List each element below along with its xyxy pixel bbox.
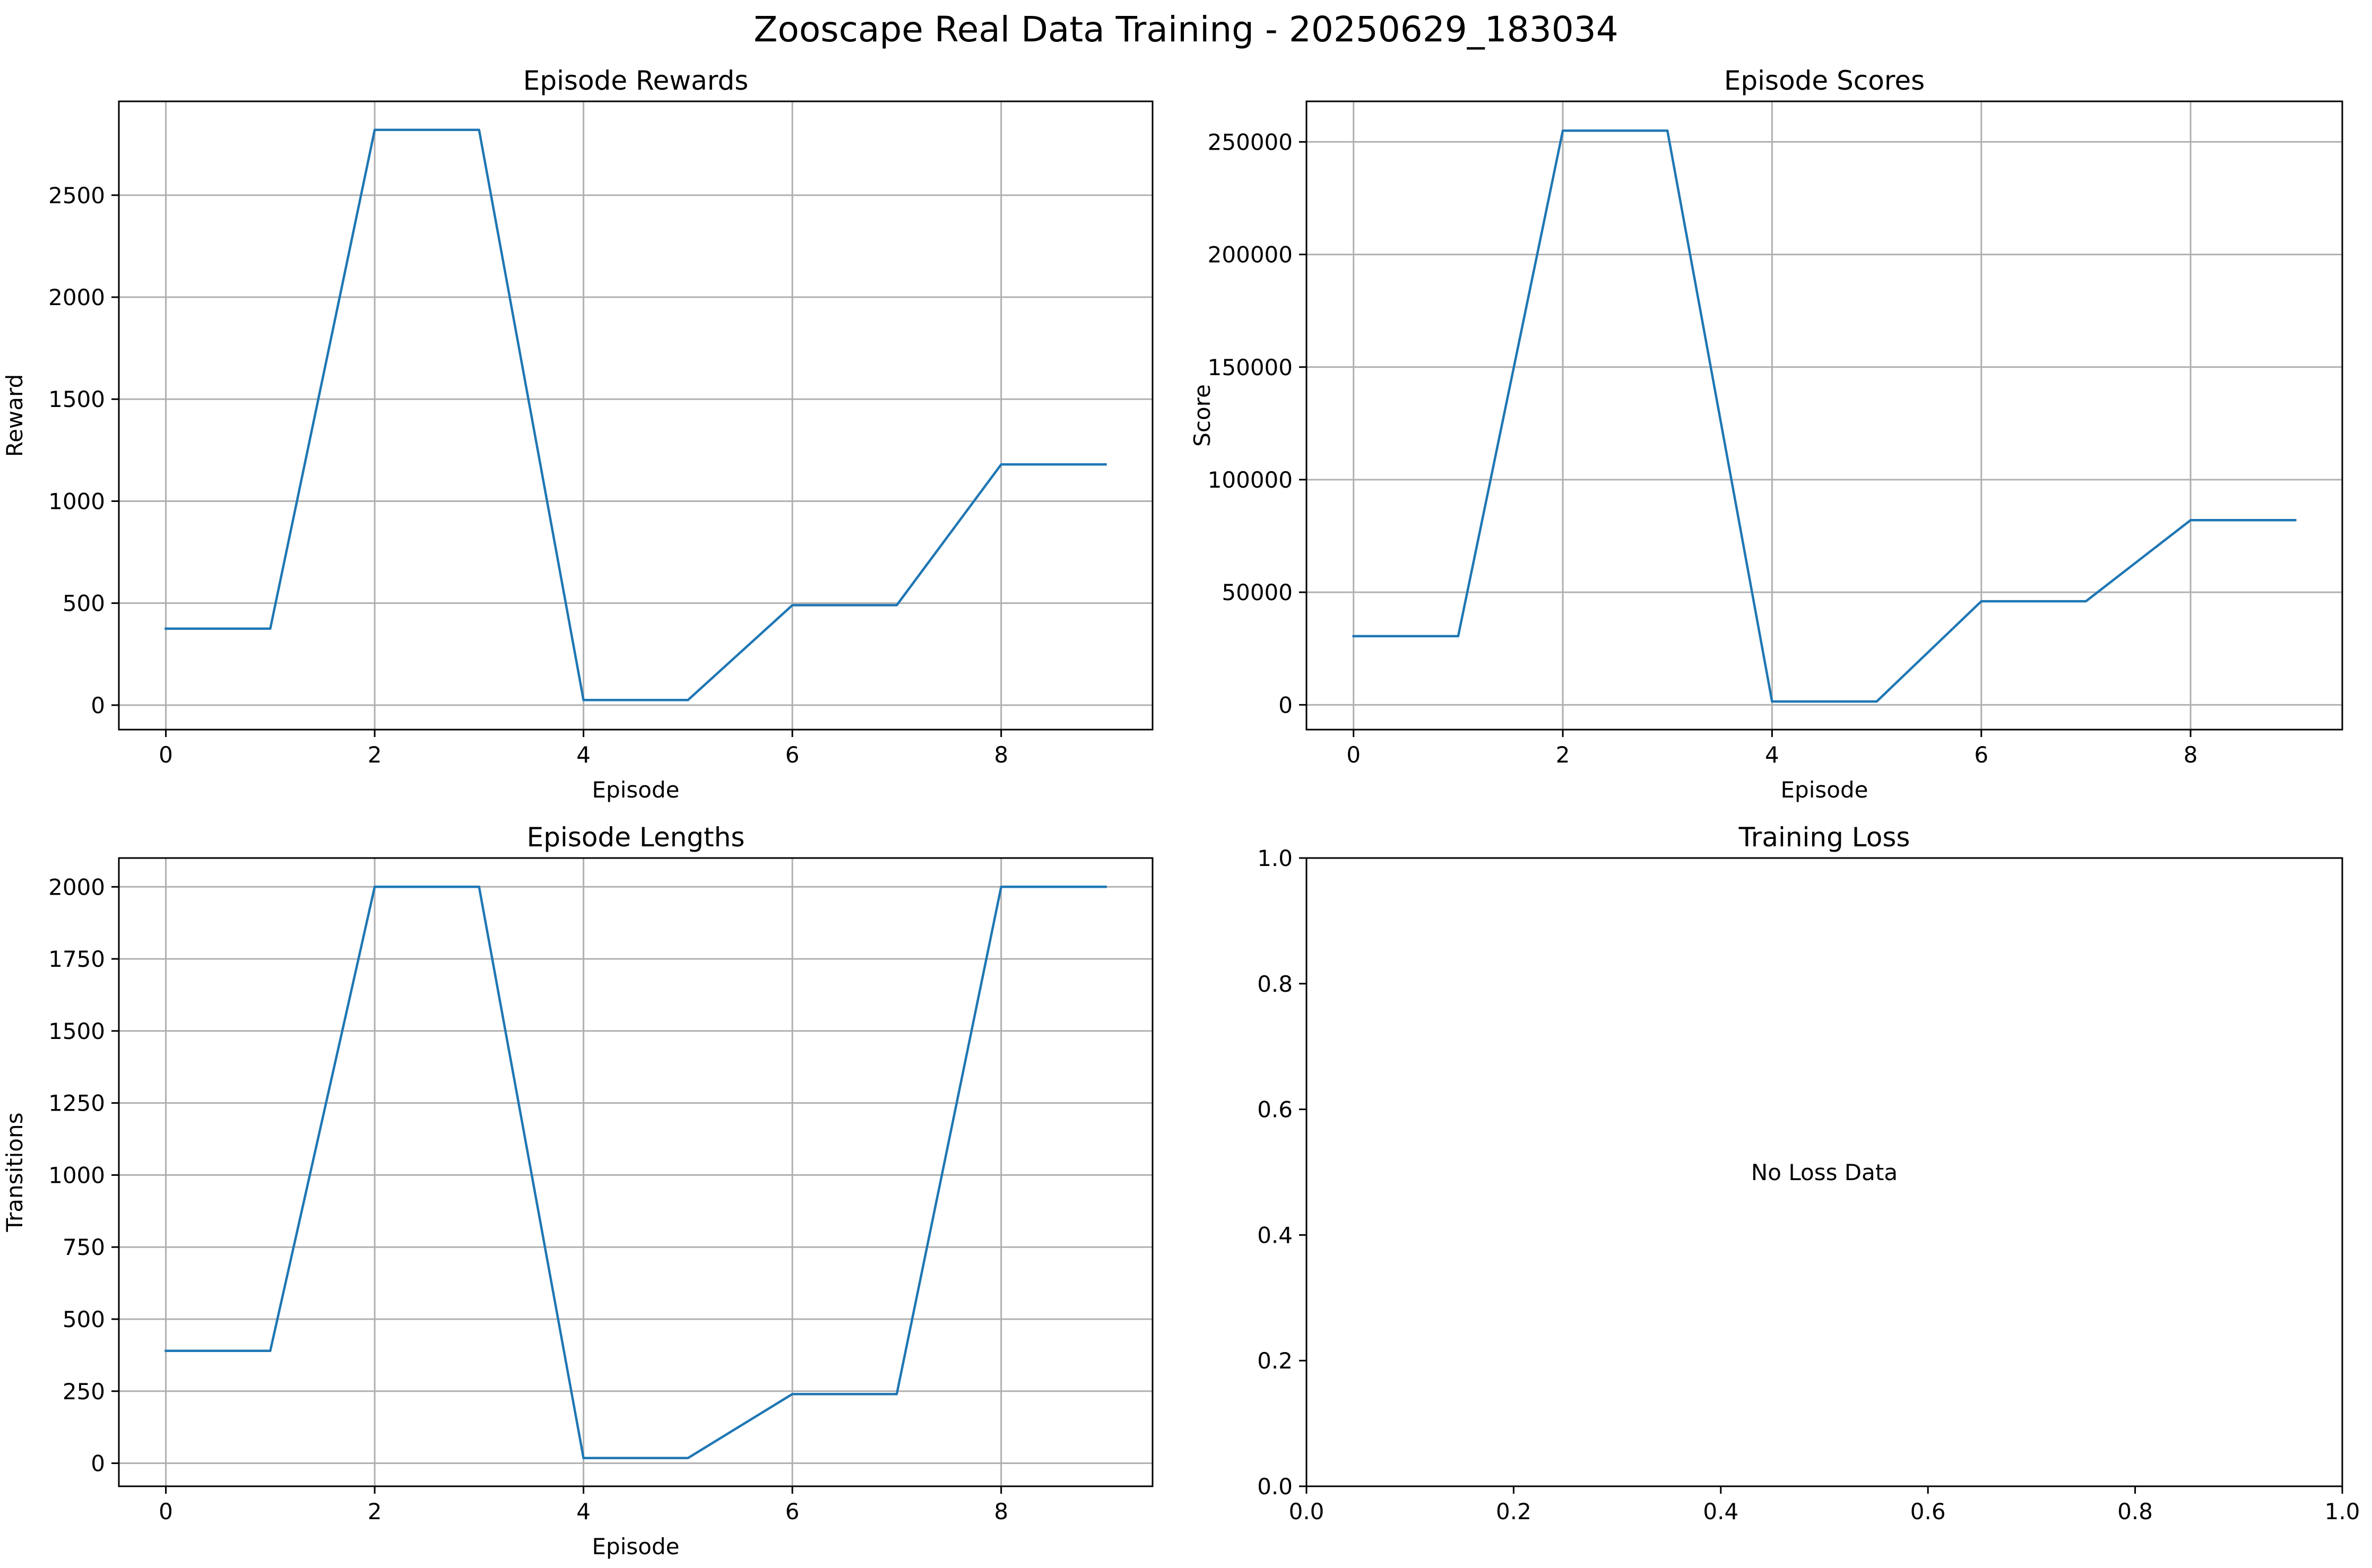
x-tick-label: 0.4 xyxy=(1703,1498,1738,1524)
y-tick-label: 1750 xyxy=(48,946,105,972)
figure-suptitle: Zooscape Real Data Training - 20250629_1… xyxy=(754,9,1618,50)
y-tick-label: 0.2 xyxy=(1257,1348,1293,1374)
x-tick-label: 8 xyxy=(2184,742,2198,768)
y-tick-label: 200000 xyxy=(1208,242,1293,268)
x-axis-label: Episode xyxy=(592,777,680,803)
axes-frame xyxy=(118,857,1154,1487)
y-axis-label: Transitions xyxy=(2,1113,28,1233)
x-tick-label: 4 xyxy=(1765,742,1779,768)
x-tick-label: 8 xyxy=(994,1498,1008,1524)
y-tick-label: 250 xyxy=(63,1379,105,1405)
x-tick-label: 0.8 xyxy=(2117,1498,2153,1524)
x-tick-label: 8 xyxy=(994,742,1008,768)
x-tick-label: 6 xyxy=(785,742,800,768)
y-tick-label: 1250 xyxy=(48,1090,105,1116)
y-tick-label: 2000 xyxy=(48,874,105,900)
y-tick-label: 250000 xyxy=(1208,129,1293,155)
y-tick-label: 2000 xyxy=(48,284,105,310)
y-tick-label: 0 xyxy=(91,1451,105,1477)
series-line-1 xyxy=(165,886,1107,1460)
y-tick-label: 1500 xyxy=(48,1018,105,1044)
x-tick-label: 4 xyxy=(576,742,591,768)
series-line-1 xyxy=(1352,129,2297,703)
x-tick-label: 0 xyxy=(159,1498,173,1524)
subplot-2: 0 2 4 6 8 0 50000 100000 150000 200000 250000 Episo… xyxy=(1189,65,2343,803)
x-axis-label: Episode xyxy=(592,1534,680,1560)
x-tick-label: 0.2 xyxy=(1496,1498,1531,1524)
subplot-1: 0 2 4 6 8 0 500 1000 1500 2000 2500 Episode Rewards… xyxy=(2,65,1154,803)
y-tick-label: 100000 xyxy=(1208,467,1293,493)
y-tick-label: 0.0 xyxy=(1257,1474,1293,1500)
y-tick-label: 0 xyxy=(91,692,105,718)
y-axis-label: Score xyxy=(1189,384,1215,447)
axes-frame xyxy=(1305,100,2343,731)
subplot-title: Episode Rewards xyxy=(523,65,749,96)
axes-frame xyxy=(1305,857,2343,1487)
y-tick-label: 0 xyxy=(1278,692,1293,718)
y-tick-label: 1.0 xyxy=(1257,845,1293,871)
subplot-4: 0.0 0.2 0.4 0.6 0.8 1.0 0.0 0.2 0.4 0.6 0.8 1.0 Trai… xyxy=(1257,822,2360,1524)
y-tick-label: 1000 xyxy=(48,488,105,514)
subplot-title: Episode Lengths xyxy=(527,822,745,853)
subplot-title: Training Loss xyxy=(1738,822,1910,853)
axes-frame xyxy=(118,100,1154,731)
x-tick-label: 0.6 xyxy=(1910,1498,1946,1524)
y-tick-label: 500 xyxy=(63,591,105,617)
y-tick-label: 1000 xyxy=(48,1162,105,1188)
x-axis-label: Episode xyxy=(1781,777,1868,803)
y-tick-label: 750 xyxy=(63,1234,105,1260)
x-tick-label: 2 xyxy=(1556,742,1570,768)
y-tick-label: 2500 xyxy=(48,183,105,209)
y-tick-label: 50000 xyxy=(1222,579,1293,605)
y-tick-label: 0.4 xyxy=(1257,1222,1293,1248)
x-tick-label: 2 xyxy=(368,1498,382,1524)
x-tick-label: 4 xyxy=(576,1498,591,1524)
subplot-title: Episode Scores xyxy=(1724,65,1925,96)
no-data-annotation: No Loss Data xyxy=(1751,1159,1898,1185)
x-tick-label: 6 xyxy=(1974,742,1988,768)
x-tick-label: 0 xyxy=(159,742,173,768)
x-tick-label: 1.0 xyxy=(2325,1498,2360,1524)
y-axis-label: Reward xyxy=(2,374,28,457)
x-tick-label: 0 xyxy=(1346,742,1361,768)
series-line-1 xyxy=(165,128,1107,701)
y-tick-label: 150000 xyxy=(1208,354,1293,380)
x-tick-label: 0.0 xyxy=(1289,1498,1324,1524)
subplot-3: 0 2 4 6 8 0 250 500 750 1000 1250 1500 1750 2000 Episo… xyxy=(2,822,1154,1560)
x-tick-label: 2 xyxy=(368,742,382,768)
y-tick-label: 1500 xyxy=(48,386,105,412)
y-tick-label: 500 xyxy=(63,1306,105,1332)
y-tick-label: 0.6 xyxy=(1257,1097,1293,1123)
y-tick-label: 0.8 xyxy=(1257,971,1293,997)
x-tick-label: 6 xyxy=(785,1498,800,1524)
